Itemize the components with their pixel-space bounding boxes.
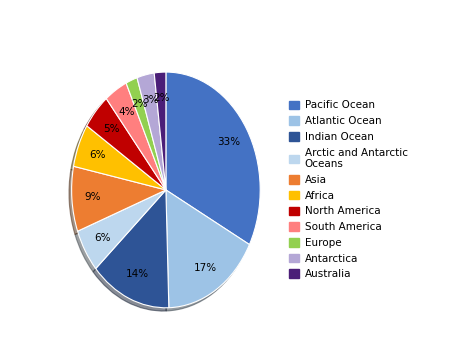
Wedge shape xyxy=(166,190,249,308)
Wedge shape xyxy=(72,166,166,231)
Wedge shape xyxy=(166,72,260,245)
Text: 33%: 33% xyxy=(217,137,240,147)
Wedge shape xyxy=(106,83,166,190)
Wedge shape xyxy=(137,73,166,190)
Text: 4%: 4% xyxy=(118,107,135,117)
Text: 5%: 5% xyxy=(103,124,119,133)
Wedge shape xyxy=(96,190,169,308)
Wedge shape xyxy=(154,72,166,190)
Text: 9%: 9% xyxy=(84,192,101,202)
Wedge shape xyxy=(73,126,166,190)
Wedge shape xyxy=(126,78,166,190)
Wedge shape xyxy=(78,190,166,269)
Wedge shape xyxy=(87,99,166,190)
Text: 6%: 6% xyxy=(90,150,106,160)
Text: 17%: 17% xyxy=(193,263,217,273)
Text: 2%: 2% xyxy=(131,99,147,109)
Text: 3%: 3% xyxy=(142,95,158,105)
Text: 6%: 6% xyxy=(95,233,111,242)
Text: 2%: 2% xyxy=(153,93,170,103)
Legend: Pacific Ocean, Atlantic Ocean, Indian Ocean, Arctic and Antarctic
Oceans, Asia, : Pacific Ocean, Atlantic Ocean, Indian Oc… xyxy=(289,100,408,279)
Text: 14%: 14% xyxy=(126,269,148,279)
